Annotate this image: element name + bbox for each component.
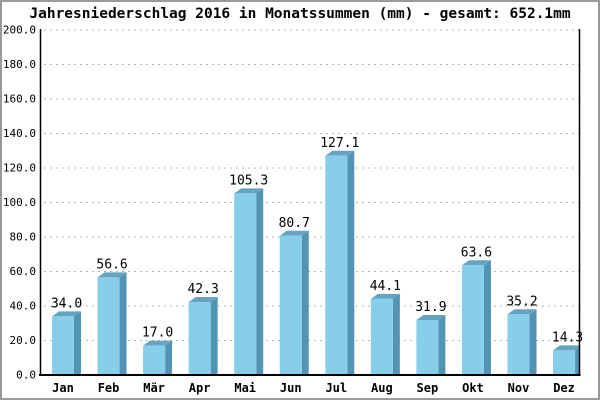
x-tick-label: Mär — [143, 381, 165, 395]
y-tick-label: 100.0 — [3, 196, 36, 209]
bar-front-face — [461, 265, 484, 374]
bar-value-label: 34.0 — [51, 296, 82, 311]
bar — [507, 309, 537, 374]
bar — [188, 297, 218, 374]
y-tick-label: 180.0 — [3, 58, 36, 71]
bar-value-label: 42.3 — [187, 282, 218, 297]
x-tick-label: Nov — [508, 381, 530, 395]
bar-value-label: 35.2 — [506, 294, 537, 309]
bar — [234, 188, 264, 374]
bar — [370, 293, 400, 374]
y-tick-label: 140.0 — [3, 127, 36, 140]
bar-front-face — [97, 277, 120, 374]
bar-top-face — [370, 293, 400, 299]
x-tick-label: Feb — [98, 381, 120, 395]
bar-top-face — [279, 230, 309, 236]
bar-front-face — [325, 155, 348, 374]
x-tick-label: Jun — [280, 381, 302, 395]
x-tick-label: Apr — [189, 381, 211, 395]
bar-top-face — [553, 345, 580, 351]
bar-side-face — [529, 309, 537, 374]
bar-top-face — [234, 188, 264, 194]
bar-value-label: 44.1 — [370, 279, 401, 294]
bar — [325, 150, 355, 374]
y-tick-label: 200.0 — [3, 24, 36, 37]
x-tick-label: Mai — [234, 381, 256, 395]
bar-side-face — [575, 346, 580, 374]
y-tick-label: 40.0 — [10, 300, 37, 313]
x-tick-label: Sep — [417, 381, 439, 395]
bar-value-label: 31.9 — [415, 300, 446, 315]
y-tick-label: 120.0 — [3, 162, 36, 175]
y-tick-label: 0.0 — [16, 369, 36, 382]
chart-title: Jahresniederschlag 2016 in Monatssummen … — [29, 6, 571, 22]
bar — [143, 340, 173, 374]
bar-front-face — [52, 316, 74, 374]
y-tick-label: 160.0 — [3, 93, 36, 106]
x-tick-label: Okt — [462, 381, 484, 395]
y-tick-label: 20.0 — [10, 334, 37, 347]
bar-top-face — [143, 340, 173, 346]
bar — [461, 260, 491, 374]
bar — [416, 314, 446, 374]
y-tick-label: 60.0 — [10, 265, 37, 278]
bar-side-face — [392, 293, 400, 374]
bar-top-face — [188, 297, 218, 303]
bar-top-face — [325, 150, 355, 156]
bar-side-face — [210, 297, 218, 374]
bar-value-label: 17.0 — [142, 326, 173, 341]
x-tick-label: Aug — [371, 381, 393, 395]
bar-side-face — [165, 340, 173, 374]
x-tick-label: Jul — [325, 381, 347, 395]
bar-value-label: 63.6 — [461, 245, 492, 260]
bar-side-face — [483, 260, 491, 374]
bar — [553, 345, 580, 374]
bar-value-label: 56.6 — [96, 257, 127, 272]
bar-side-face — [347, 150, 355, 374]
bar-top-face — [461, 260, 491, 266]
bar-value-label: 14.3 — [552, 330, 583, 345]
bar-top-face — [507, 309, 537, 315]
x-tick-label: Dez — [553, 381, 575, 395]
bar — [52, 311, 81, 374]
bar — [97, 272, 127, 374]
bar-side-face — [256, 188, 264, 374]
bar-front-face — [507, 314, 530, 374]
bar-front-face — [279, 235, 302, 374]
bar-front-face — [416, 319, 439, 374]
bar-side-face — [119, 272, 127, 374]
x-tick-label: Jan — [52, 381, 74, 395]
bar-value-label: 127.1 — [320, 136, 359, 151]
bar-top-face — [97, 272, 127, 278]
bar-value-label: 80.7 — [279, 216, 310, 231]
bar-side-face — [438, 314, 446, 374]
bar-top-face — [52, 311, 81, 317]
bar-side-face — [74, 311, 81, 374]
bar-front-face — [188, 302, 211, 374]
bar-top-face — [416, 314, 446, 320]
bar-front-face — [553, 350, 576, 374]
bar-side-face — [301, 230, 309, 374]
bars-group — [52, 150, 580, 374]
bar — [279, 230, 309, 374]
y-tick-label: 80.0 — [10, 231, 37, 244]
bar-front-face — [234, 193, 257, 374]
bar-value-label: 105.3 — [229, 173, 268, 188]
bar-front-face — [143, 345, 166, 374]
bar-front-face — [370, 298, 393, 374]
